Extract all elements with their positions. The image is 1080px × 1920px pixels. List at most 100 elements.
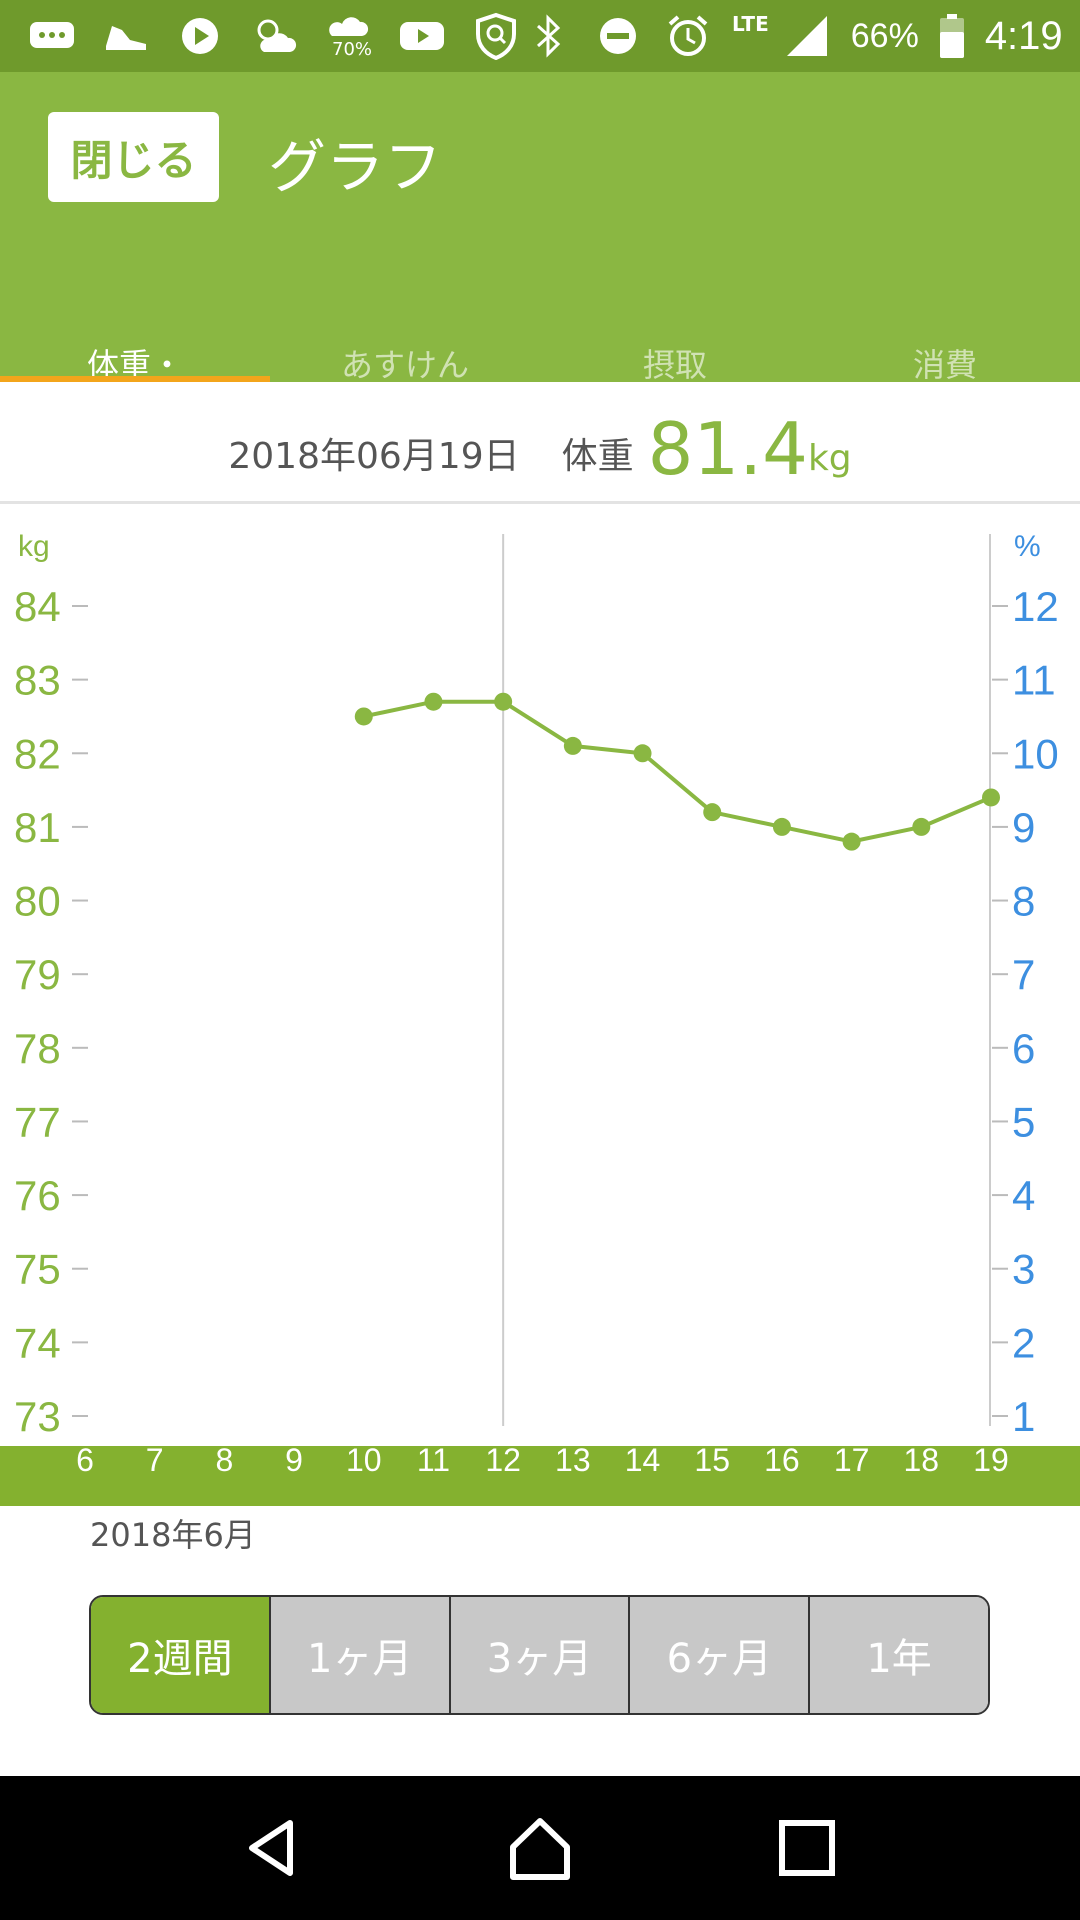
- right-tick-label: 5: [1012, 1098, 1035, 1145]
- right-tick-label: 1: [1012, 1393, 1035, 1440]
- dnd-icon: [592, 10, 644, 62]
- left-tick-label: 84: [14, 583, 61, 630]
- rain-probability: 70%: [332, 39, 373, 60]
- tab-label-line1: 消費: [912, 346, 977, 384]
- clock: 4:19: [984, 13, 1063, 58]
- x-tick-label: 6: [76, 1442, 94, 1478]
- battery-icon: [937, 10, 967, 62]
- tab-label-line2: カロリー: [880, 386, 1009, 424]
- right-tick-label: 11: [1012, 657, 1056, 704]
- left-tick-label: 77: [14, 1098, 61, 1145]
- left-tick-label: 75: [14, 1246, 61, 1293]
- x-tick-label: 17: [834, 1442, 870, 1478]
- tab-label-line2: 健康度: [356, 386, 453, 424]
- rain-icon: 70%: [322, 10, 374, 62]
- right-tick-label: 6: [1012, 1025, 1035, 1072]
- battery-percent: 66%: [850, 16, 919, 55]
- system-nav-bar: [0, 1776, 1080, 1920]
- recents-button[interactable]: [759, 1800, 855, 1896]
- signal-icon: [781, 10, 833, 62]
- back-button[interactable]: [225, 1800, 321, 1896]
- shoe-icon: [100, 10, 152, 62]
- left-tick-label: 78: [14, 1025, 61, 1072]
- weight-data-point: [982, 788, 1000, 807]
- weight-chart[interactable]: kg% 84 83 82 81 80 79 78 77 76 75 74 73 12 11 10 9 8 7 6 5 4 3…: [0, 510, 1080, 1510]
- youtube-icon: [396, 10, 448, 62]
- tab-label-line1: 摂取: [642, 346, 707, 384]
- home-icon: [509, 1818, 570, 1880]
- weather-icon: [248, 10, 300, 62]
- x-tick-label: 13: [555, 1442, 591, 1478]
- right-axis-unit: %: [1014, 530, 1041, 563]
- right-tick-label: 3: [1012, 1246, 1035, 1293]
- x-tick-label: 7: [146, 1442, 164, 1478]
- tab-intake-calories[interactable]: 摂取 カロリー: [540, 267, 810, 424]
- weight-data-point: [842, 832, 861, 851]
- tab-label-line1: あすけん: [340, 346, 469, 384]
- right-tick-label: 9: [1012, 804, 1035, 851]
- period-6months-button[interactable]: 6ヶ月: [628, 1597, 809, 1713]
- left-tick-label: 74: [14, 1319, 61, 1366]
- alarm-icon: [662, 10, 714, 62]
- weight-data-point: [563, 736, 582, 755]
- period-selector: 2週間 1ヶ月 3ヶ月 6ヶ月 1年: [89, 1595, 990, 1715]
- weight-data-point: [912, 817, 931, 836]
- tab-label-line2: カロリー: [610, 386, 739, 424]
- weight-data-point: [633, 744, 652, 763]
- close-button[interactable]: 閉じる: [48, 112, 219, 202]
- tab-bar: 体重・ 体脂肪 あすけん 健康度 摂取 カロリー 消費 カロリー: [0, 267, 1080, 424]
- page-title: グラフ: [268, 133, 443, 201]
- network-type: LTE: [732, 12, 769, 36]
- x-tick-label: 18: [904, 1442, 940, 1478]
- weight-data-point: [772, 817, 791, 836]
- x-tick-label: 10: [346, 1442, 382, 1478]
- weight-chart-svg: kg %8483828180797877767574731211109876543…: [14, 530, 1059, 1478]
- period-1month-button[interactable]: 1ヶ月: [268, 1597, 449, 1713]
- shield-icon: [470, 10, 522, 62]
- app-header: 閉じる グラフ 体重・ 体脂肪 あすけん 健康度 摂取 カロリー 消費 カロリー: [0, 72, 1080, 424]
- back-icon: [249, 1820, 294, 1876]
- x-tick-label: 15: [694, 1442, 730, 1478]
- bluetooth-icon: [522, 10, 574, 62]
- period-1year-button[interactable]: 1年: [808, 1597, 988, 1713]
- left-tick-label: 83: [14, 657, 61, 704]
- status-bar: 70% LTE 66% 4:19: [0, 0, 1080, 72]
- x-tick-label: 12: [485, 1442, 521, 1478]
- left-tick-label: 81: [14, 804, 61, 851]
- left-tick-label: 73: [14, 1393, 61, 1440]
- tab-label-line1: 体重・: [86, 346, 183, 384]
- right-tick-label: 12: [1012, 583, 1059, 630]
- right-tick-label: 8: [1012, 878, 1035, 925]
- left-axis-unit: kg: [18, 530, 50, 563]
- weight-data-point: [703, 803, 722, 822]
- summary-label: 体重: [561, 436, 634, 477]
- left-tick-label: 79: [14, 951, 61, 998]
- tab-burned-calories[interactable]: 消費 カロリー: [810, 267, 1080, 424]
- tab-asken-health[interactable]: あすけん 健康度: [270, 267, 540, 424]
- left-tick-label: 76: [14, 1172, 61, 1219]
- right-tick-label: 2: [1012, 1319, 1035, 1366]
- home-button[interactable]: [492, 1800, 588, 1896]
- recents-icon: [778, 1820, 835, 1876]
- right-tick-label: 7: [1012, 951, 1035, 998]
- period-3months-button[interactable]: 3ヶ月: [448, 1597, 629, 1713]
- summary-weight-unit: kg: [807, 438, 852, 479]
- weight-data-point: [494, 692, 513, 711]
- right-tick-label: 4: [1012, 1172, 1035, 1219]
- weight-summary: 2018年06月19日 体重 81.4 kg: [0, 382, 1080, 504]
- tab-weight-bodyfat[interactable]: 体重・ 体脂肪: [0, 267, 270, 424]
- message-icon: [26, 10, 78, 62]
- x-tick-label: 8: [215, 1442, 233, 1478]
- period-2weeks-button[interactable]: 2週間: [91, 1597, 269, 1713]
- x-tick-label: 9: [285, 1442, 303, 1478]
- tab-label-line2: 体脂肪: [86, 386, 183, 424]
- x-tick-label: 11: [417, 1442, 450, 1478]
- play-icon: [174, 10, 226, 62]
- summary-weight-value: 81.4: [647, 407, 808, 491]
- x-tick-label: 16: [764, 1442, 800, 1478]
- weight-data-point: [354, 707, 373, 726]
- weight-series-line: [363, 699, 992, 844]
- weight-data-point: [424, 692, 443, 711]
- summary-date: 2018年06月19日: [228, 436, 520, 477]
- x-axis-band: [0, 1446, 1080, 1506]
